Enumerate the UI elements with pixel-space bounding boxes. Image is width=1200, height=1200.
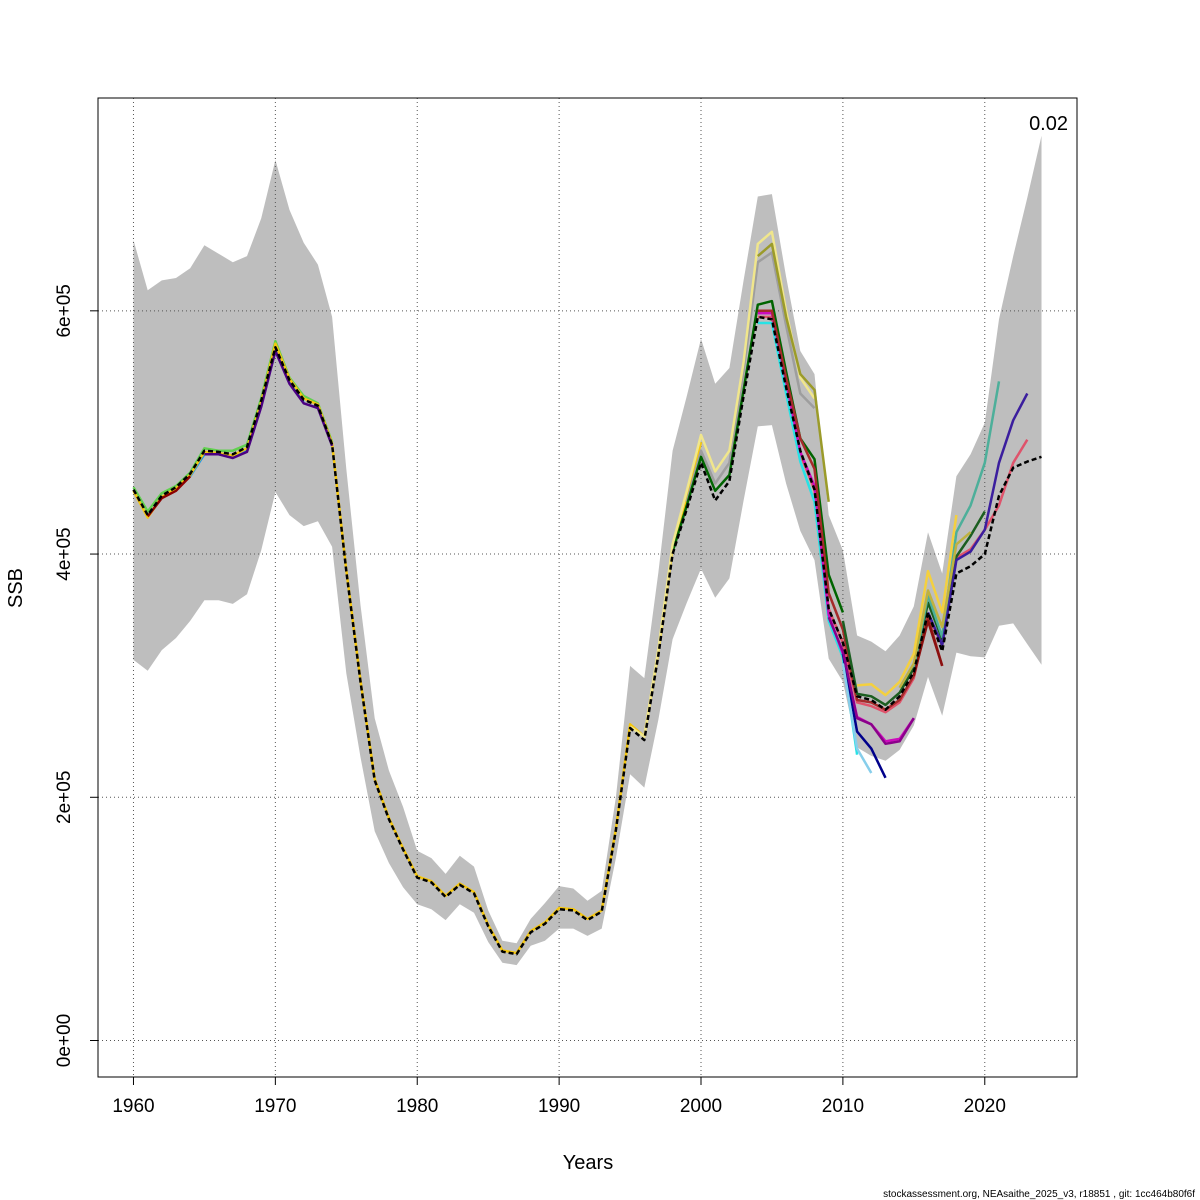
x-tick-label: 1980 — [396, 1096, 438, 1117]
y-axis: 0e+00 2e+05 4e+05 6e+05 — [54, 284, 99, 1067]
confidence-band — [133, 135, 1042, 966]
y-tick-label: 6e+05 — [54, 284, 75, 337]
series-line — [827, 616, 915, 746]
x-tick-label: 2010 — [822, 1096, 864, 1117]
series-line — [912, 619, 944, 677]
x-axis: 1960 1970 1980 1990 2000 2010 2020 — [112, 1076, 1006, 1117]
y-tick-label: 2e+05 — [54, 771, 75, 824]
series-line — [685, 251, 816, 503]
series-layer — [132, 230, 1042, 956]
series-line — [146, 475, 192, 518]
series-line — [132, 315, 1042, 956]
x-tick-label: 1990 — [538, 1096, 580, 1117]
series-line — [204, 349, 334, 460]
series-line — [926, 392, 1029, 647]
x-tick-label: 1970 — [254, 1096, 296, 1117]
y-tick-label: 0e+00 — [54, 1014, 75, 1067]
x-tick-label: 2000 — [680, 1096, 722, 1117]
series-line — [841, 653, 887, 779]
y-axis-label: SSB — [5, 568, 27, 608]
series-line — [756, 242, 830, 502]
series-line — [856, 514, 958, 697]
series-line — [671, 299, 845, 613]
x-tick-label: 1960 — [112, 1096, 154, 1117]
x-axis-label: Years — [563, 1152, 613, 1174]
confidence-band-layer — [133, 135, 1042, 966]
footer-credit: stockassessment.org, NEAsaithe_2025_v3, … — [883, 1189, 1195, 1200]
series-line — [898, 531, 972, 689]
y-tick-label: 4e+05 — [54, 527, 75, 580]
series-line — [841, 663, 873, 774]
chart-annotation: 0.02 — [1029, 113, 1068, 135]
x-tick-label: 2020 — [964, 1096, 1006, 1117]
